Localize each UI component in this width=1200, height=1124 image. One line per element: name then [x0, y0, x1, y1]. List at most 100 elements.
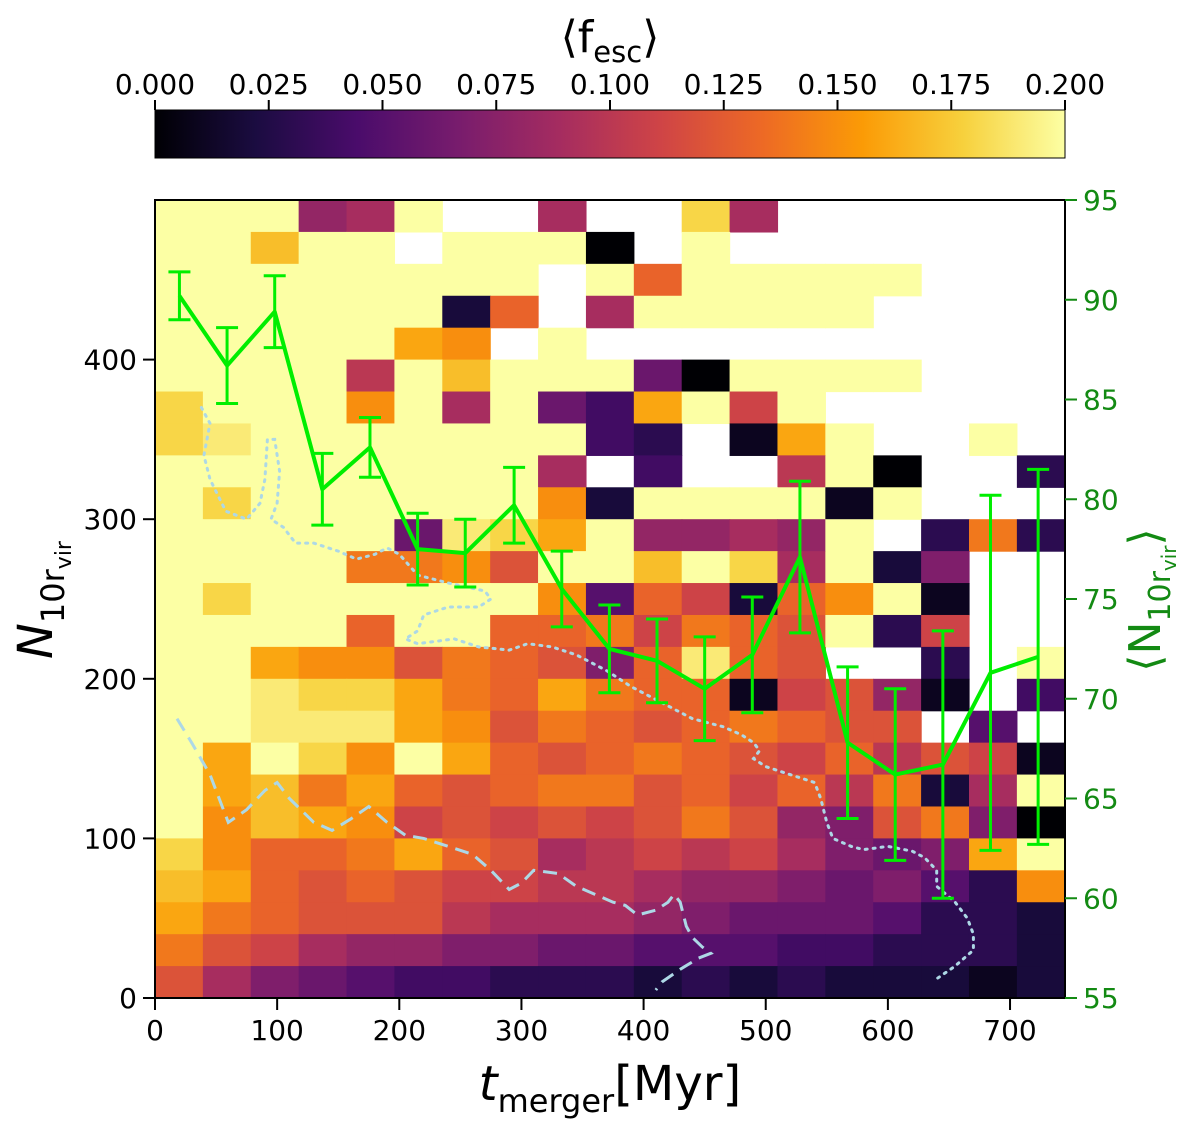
contour-dotted-line — [199, 406, 975, 981]
heatmap-cell — [825, 742, 874, 776]
heatmap-cell — [681, 295, 731, 329]
heatmap-cell — [442, 327, 491, 361]
heatmap-cell — [681, 519, 731, 552]
heatmap-cell — [346, 583, 396, 616]
heatmap-cell — [585, 774, 635, 808]
heatmap-cell — [250, 678, 300, 712]
heatmap-cell — [298, 391, 348, 425]
heatmap-cell — [729, 934, 779, 967]
heatmap-cell — [250, 519, 300, 552]
y-right-tick-label: 95 — [1083, 184, 1119, 217]
heatmap-cell — [298, 902, 348, 935]
heatmap-cell — [585, 359, 635, 393]
heatmap-cell — [1016, 519, 1065, 552]
heatmap-cell — [346, 200, 396, 233]
heatmap-cell — [202, 742, 252, 776]
colorbar-tick-label: 0.100 — [570, 68, 650, 101]
heatmap-cell — [633, 742, 683, 776]
heatmap-cell — [346, 614, 396, 648]
heatmap-cell — [346, 327, 396, 361]
heatmap-cell — [155, 902, 204, 935]
heatmap-cell — [538, 806, 587, 839]
heatmap-cell — [250, 710, 300, 744]
heatmap-cell — [202, 774, 252, 808]
heatmap-cell — [202, 966, 252, 998]
heatmap-cell — [155, 455, 204, 488]
heatmap-cell — [681, 551, 731, 584]
heatmap-cell — [585, 934, 635, 967]
heatmap-cell — [155, 870, 204, 903]
y-right-axis-ticks: 55 60 65 70 75 80 85 90 95 — [1065, 184, 1119, 1015]
heatmap-cell — [873, 774, 922, 808]
heatmap-cell — [585, 742, 635, 776]
heatmap-cell — [873, 263, 922, 297]
heatmap-cell — [825, 902, 874, 935]
heatmap-cell — [442, 934, 491, 967]
heatmap-cell — [873, 934, 922, 967]
heatmap-cell — [538, 327, 587, 361]
heatmap-cell — [155, 646, 204, 680]
heatmap-cell — [968, 710, 1018, 744]
heatmap-cell — [729, 678, 779, 712]
heatmap-cell — [346, 838, 396, 871]
heatmap-cell — [155, 551, 204, 584]
heatmap-cell — [250, 231, 300, 265]
colorbar-tick-label: 0.000 — [115, 68, 195, 101]
heatmap-cell — [585, 966, 635, 998]
contours — [175, 406, 975, 991]
heatmap-cell — [633, 838, 683, 871]
heatmap-cell — [968, 742, 1018, 776]
heatmap-cell — [250, 200, 300, 233]
heatmap-cell — [155, 934, 204, 967]
y-right-tick-label: 80 — [1083, 483, 1119, 516]
heatmap-cell — [825, 455, 874, 488]
heatmap-cell — [633, 455, 683, 488]
heatmap-cell — [921, 966, 970, 998]
heatmap-cell — [155, 742, 204, 776]
heatmap-cell — [777, 838, 826, 871]
heatmap-cell — [633, 359, 683, 393]
heatmap-cell — [394, 742, 443, 776]
heatmap-cell — [202, 295, 252, 329]
heatmap-cell — [825, 295, 874, 329]
heatmap-cell — [346, 934, 396, 967]
heatmap-cell — [729, 519, 779, 552]
heatmap-cell — [250, 742, 300, 776]
heatmap-cell — [729, 774, 779, 808]
heatmap-cell — [298, 806, 348, 839]
heatmap-cell — [1016, 742, 1065, 776]
heatmap-cell — [729, 423, 779, 456]
heatmap-cell — [202, 263, 252, 297]
heatmap-cell — [968, 774, 1018, 808]
x-tick-label: 200 — [373, 1014, 426, 1047]
heatmap-cell — [538, 391, 587, 425]
y-right-axis-label: ⟨N10rvir⟩ — [1120, 528, 1181, 671]
heatmap-cell — [729, 359, 779, 393]
heatmap-cell — [442, 487, 491, 520]
heatmap-cell — [155, 710, 204, 744]
heatmap-cell — [825, 838, 874, 871]
heatmap-cell — [681, 583, 731, 616]
heatmap-cell — [394, 327, 443, 361]
heatmap-cell — [921, 646, 970, 680]
heatmap-cell — [585, 870, 635, 903]
heatmap-cell — [155, 774, 204, 808]
heatmap-cell — [394, 934, 443, 967]
heatmap-cell — [1016, 870, 1065, 903]
heatmap-cell — [346, 646, 396, 680]
heatmap-cell — [202, 200, 252, 233]
heatmap-cell — [346, 295, 396, 329]
heatmap-cell — [921, 902, 970, 935]
heatmap-cell — [490, 551, 539, 584]
heatmap-cell — [394, 870, 443, 903]
heatmap-cell — [202, 870, 252, 903]
heatmap-cell — [873, 966, 922, 998]
heatmap-cell — [155, 200, 204, 233]
heatmap — [155, 200, 1065, 998]
mean-series — [168, 270, 1050, 900]
heatmap-cell — [394, 710, 443, 744]
heatmap-cell — [442, 423, 491, 456]
heatmap-cell — [394, 359, 443, 393]
y-right-tick-label: 85 — [1083, 384, 1119, 417]
heatmap-cell — [490, 614, 539, 648]
